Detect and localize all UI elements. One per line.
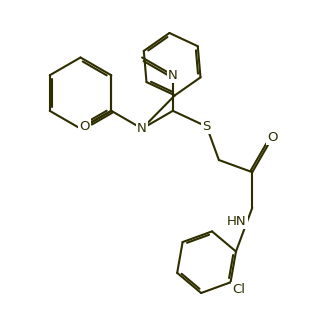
Text: HN: HN xyxy=(227,215,246,228)
Text: Cl: Cl xyxy=(232,283,245,296)
Text: O: O xyxy=(80,120,90,133)
Text: S: S xyxy=(203,120,211,133)
Text: N: N xyxy=(168,69,178,82)
Text: O: O xyxy=(267,131,278,144)
Text: N: N xyxy=(137,122,147,135)
